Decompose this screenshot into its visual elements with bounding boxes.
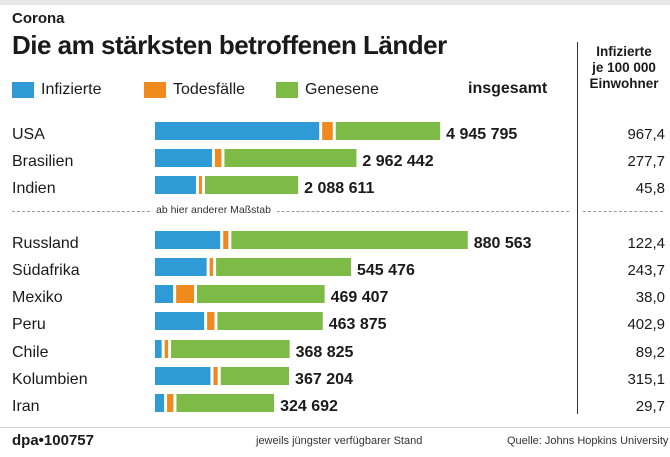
country-label-mexiko: Mexiko [12,289,63,306]
bar-infected-indien [155,176,196,194]
scale-break-note: ab hier anderer Maßstab [150,204,277,216]
total-label-iran: 324 692 [280,398,338,415]
bar-infected-kolumbien [155,367,211,385]
total-label-brasilien: 2 962 442 [362,153,433,170]
source-credit: Quelle: Johns Hopkins University [507,435,669,447]
footer-note: jeweils jüngster verfügbarer Stand [256,435,423,447]
rate-label-russland: 122,4 [627,235,665,252]
rate-column-header: Infizierte je 100 000 Einwohner [580,44,668,92]
total-column-header: insgesamt [468,80,548,97]
bar-deaths-russland [223,231,229,249]
scale-break-line [12,211,569,212]
bar-deaths-brasilien [214,149,222,167]
total-label-indien: 2 088 611 [304,180,374,197]
total-label-peru: 463 875 [329,316,387,333]
bar-recovered-kolumbien [220,367,290,385]
column-divider [577,42,578,414]
rate-header-line-3: Einwohner [589,76,659,91]
legend-item-deaths: Todesfälle [144,81,245,99]
bar-infected-chile [155,340,162,358]
rate-header-line-2: je 100 000 [592,60,656,75]
bar-deaths-kolumbien [213,367,218,385]
bar-recovered-iran [176,394,275,412]
bar-infected-usa [155,122,320,140]
country-label-iran: Iran [12,398,40,415]
rate-label-indien: 45,8 [636,180,665,197]
bar-infected-südafrika [155,258,207,276]
country-label-russland: Russland [12,235,79,252]
total-label-südafrika: 545 476 [357,262,415,279]
rate-label-chile: 89,2 [636,344,665,361]
legend-label-deaths: Todesfälle [173,81,246,98]
rate-label-iran: 29,7 [636,398,665,415]
total-label-usa: 4 945 795 [446,126,517,143]
total-label-mexiko: 469 407 [331,289,389,306]
bar-recovered-indien [204,176,299,194]
rate-label-südafrika: 243,7 [627,262,665,279]
footer-separator [0,427,670,428]
bar-deaths-iran [167,394,174,412]
legend-label-infected: Infizierte [41,81,102,98]
agency-credit: dpa•100757 [12,432,94,449]
bar-recovered-südafrika [216,258,352,276]
rate-header-line-1: Infizierte [596,44,652,59]
bar-recovered-peru [217,312,323,330]
bar-deaths-usa [322,122,333,140]
legend-label-recovered: Genesene [305,81,379,98]
rate-label-brasilien: 277,7 [627,153,665,170]
bar-deaths-chile [164,340,169,358]
bar-infected-russland [155,231,221,249]
top-rule [0,0,670,5]
bar-infected-mexiko [155,285,174,303]
bar-infected-iran [155,394,165,412]
country-label-peru: Peru [12,316,46,333]
bar-deaths-mexiko [176,285,195,303]
country-label-südafrika: Südafrika [12,262,80,279]
legend-item-infected: Infizierte [12,81,101,99]
bar-recovered-chile [171,340,290,358]
bar-infected-peru [155,312,205,330]
legend-swatch-recovered [276,82,298,98]
legend-swatch-deaths [144,82,166,98]
bar-deaths-peru [207,312,215,330]
rate-label-peru: 402,9 [627,316,665,333]
total-label-kolumbien: 367 204 [295,371,353,388]
bar-recovered-mexiko [197,285,325,303]
bar-deaths-südafrika [209,258,214,276]
bar-infected-brasilien [155,149,212,167]
scale-break-line-right [583,211,663,212]
legend-item-recovered: Genesene [276,81,379,99]
country-label-kolumbien: Kolumbien [12,371,88,388]
bar-recovered-brasilien [224,149,357,167]
country-label-chile: Chile [12,344,49,361]
chart-kicker: Corona [12,10,65,27]
rate-label-mexiko: 38,0 [636,289,665,306]
rate-label-usa: 967,4 [627,126,665,143]
total-label-russland: 880 563 [474,235,532,252]
total-label-chile: 368 825 [296,344,354,361]
country-label-brasilien: Brasilien [12,153,73,170]
legend-swatch-infected [12,82,34,98]
bar-recovered-usa [335,122,441,140]
bar-deaths-indien [198,176,202,194]
rate-label-kolumbien: 315,1 [627,371,665,388]
country-label-indien: Indien [12,180,56,197]
bar-recovered-russland [231,231,468,249]
country-label-usa: USA [12,126,45,143]
chart-title: Die am stärksten betroffenen Länder [12,30,447,60]
